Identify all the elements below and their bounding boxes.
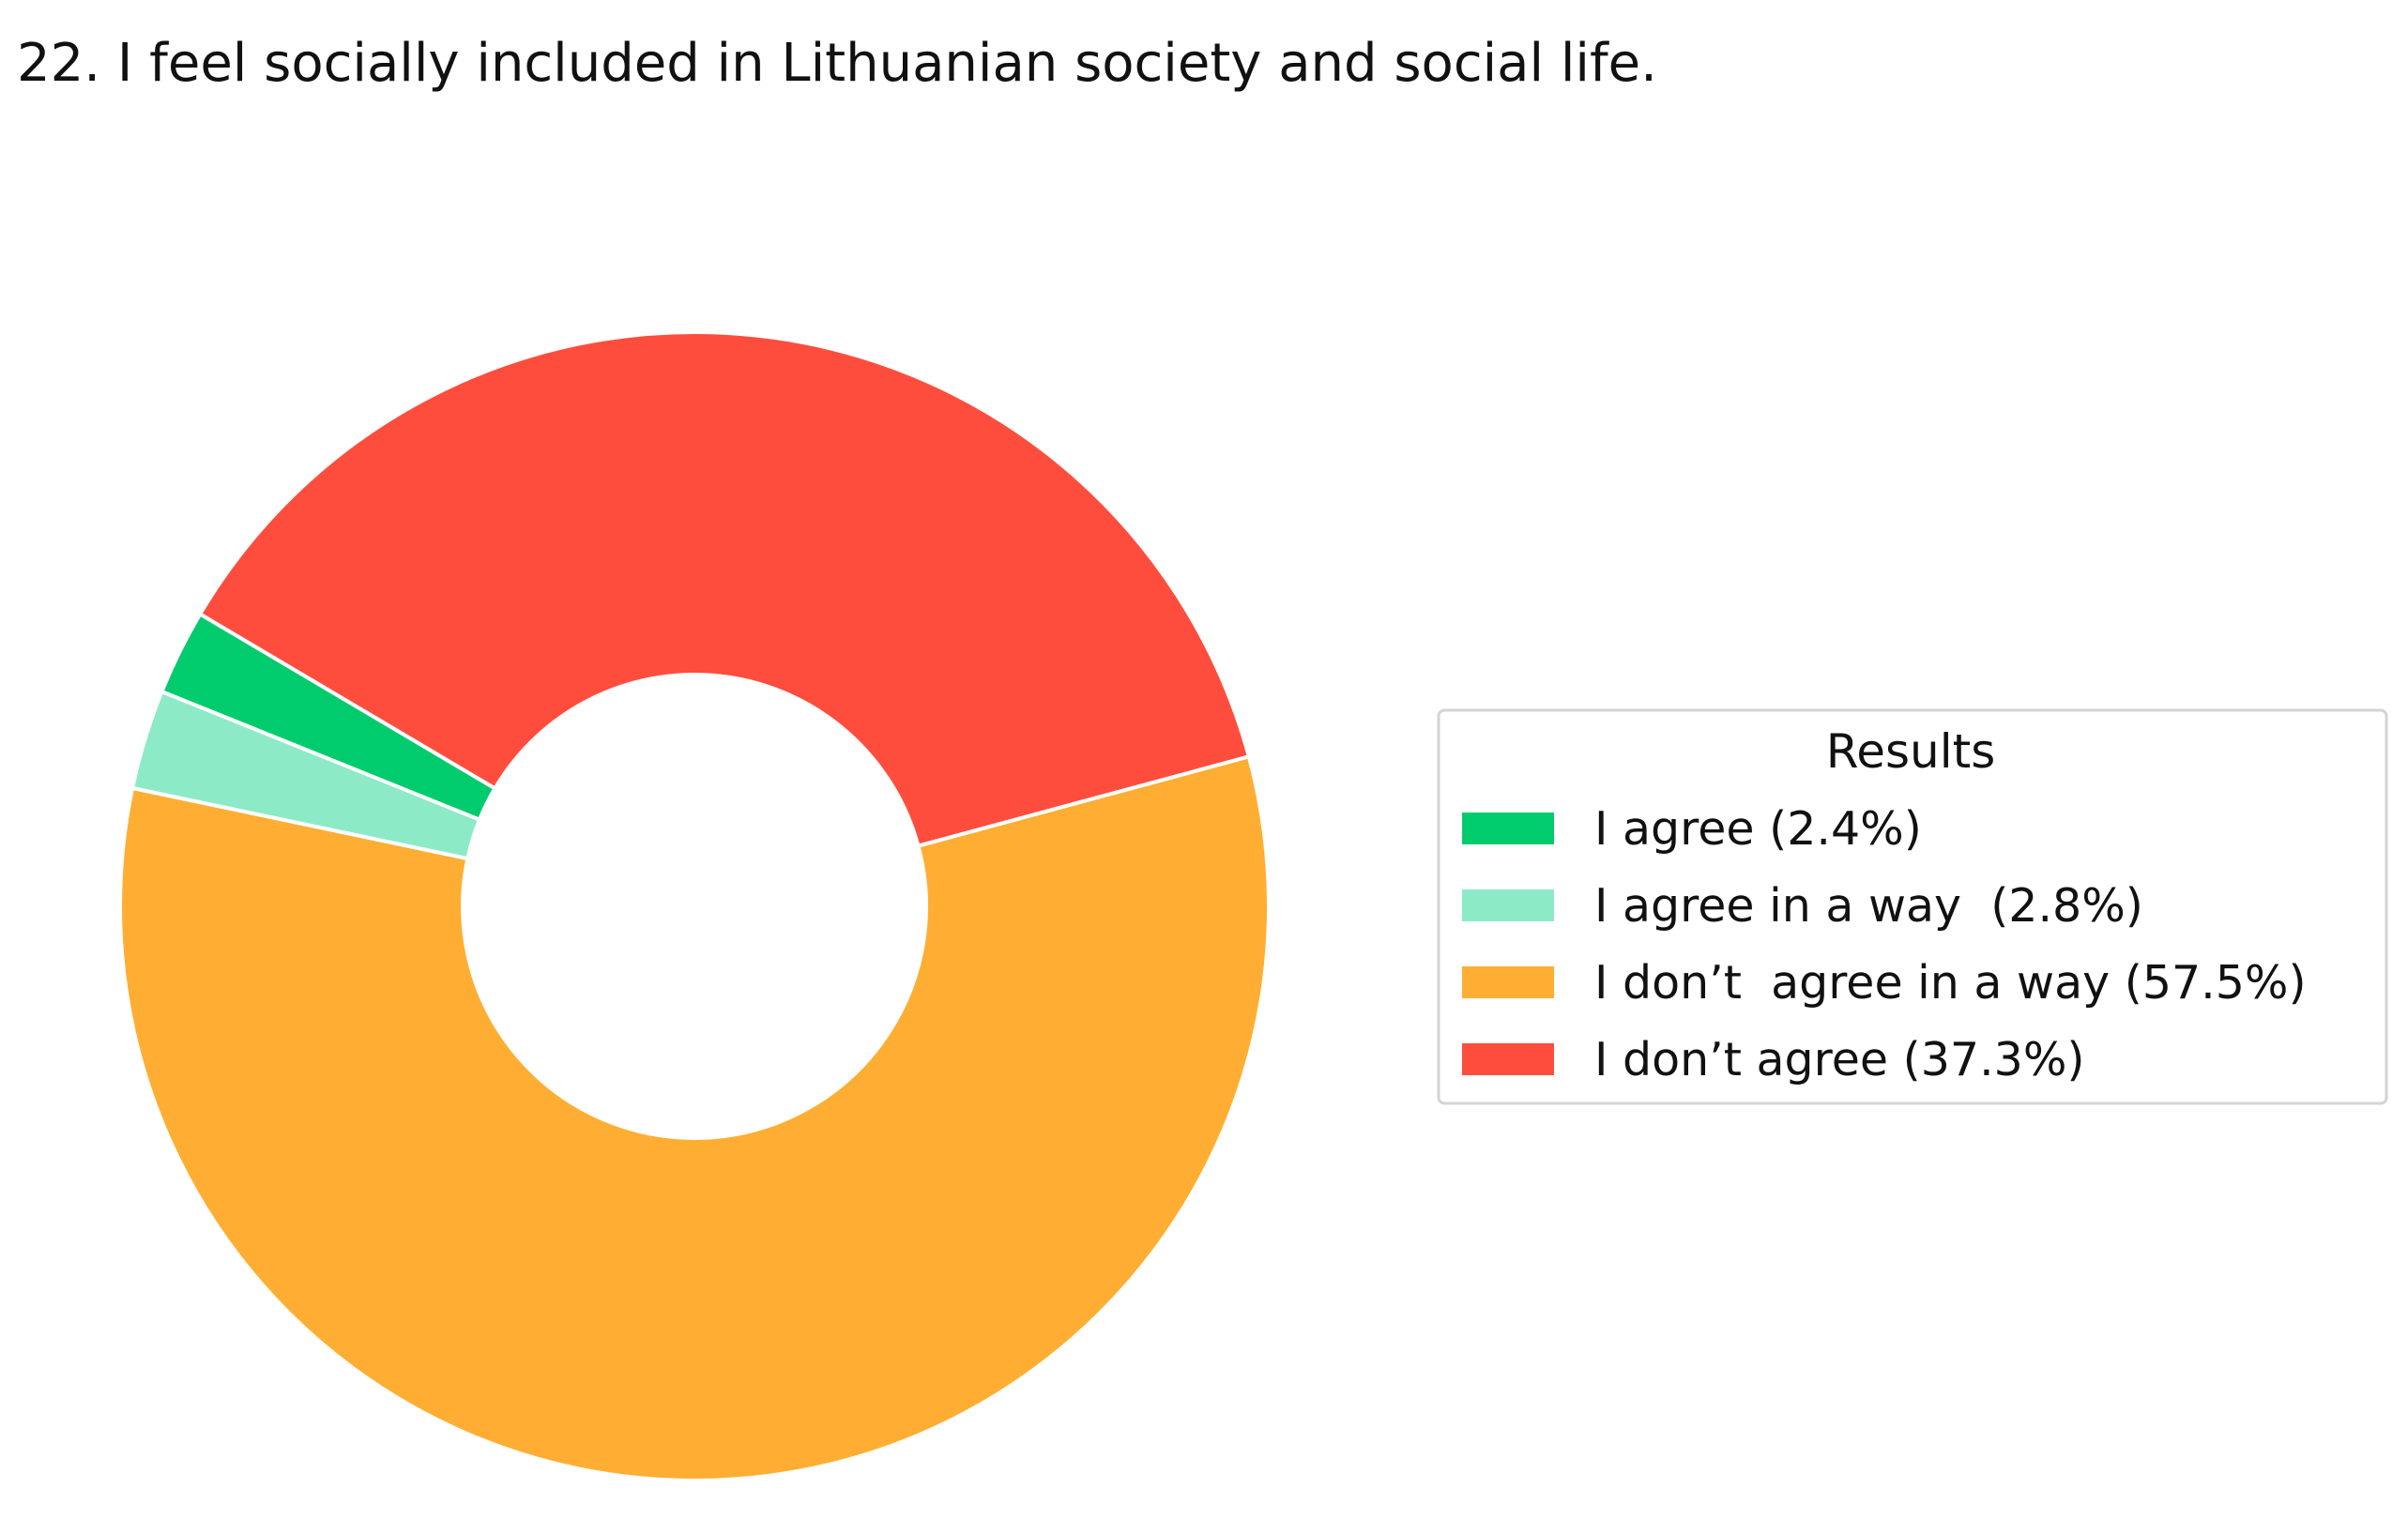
legend-label-1: I agree in a way (2.8%) <box>1594 879 2143 933</box>
donut-slices <box>118 330 1271 1482</box>
chart-title: 22. I feel socially included in Lithuani… <box>17 33 1657 94</box>
legend-label-2: I don’t agree in a way (57.5%) <box>1594 956 2307 1010</box>
legend-title: Results <box>1826 724 1996 779</box>
legend-label-0: I agree (2.4%) <box>1594 802 1922 856</box>
legend-label-3: I don’t agree (37.3%) <box>1594 1033 2085 1086</box>
legend-swatch-0 <box>1462 813 1554 844</box>
legend: Results I agree (2.4%) I agree in a way (… <box>1437 708 2388 1105</box>
legend-box <box>1437 708 2388 1105</box>
donut-slice-2 <box>118 753 1271 1482</box>
donut-slice-3 <box>197 330 1252 849</box>
legend-swatch-2 <box>1462 966 1554 998</box>
legend-swatch-1 <box>1462 889 1554 921</box>
legend-swatch-3 <box>1462 1043 1554 1075</box>
